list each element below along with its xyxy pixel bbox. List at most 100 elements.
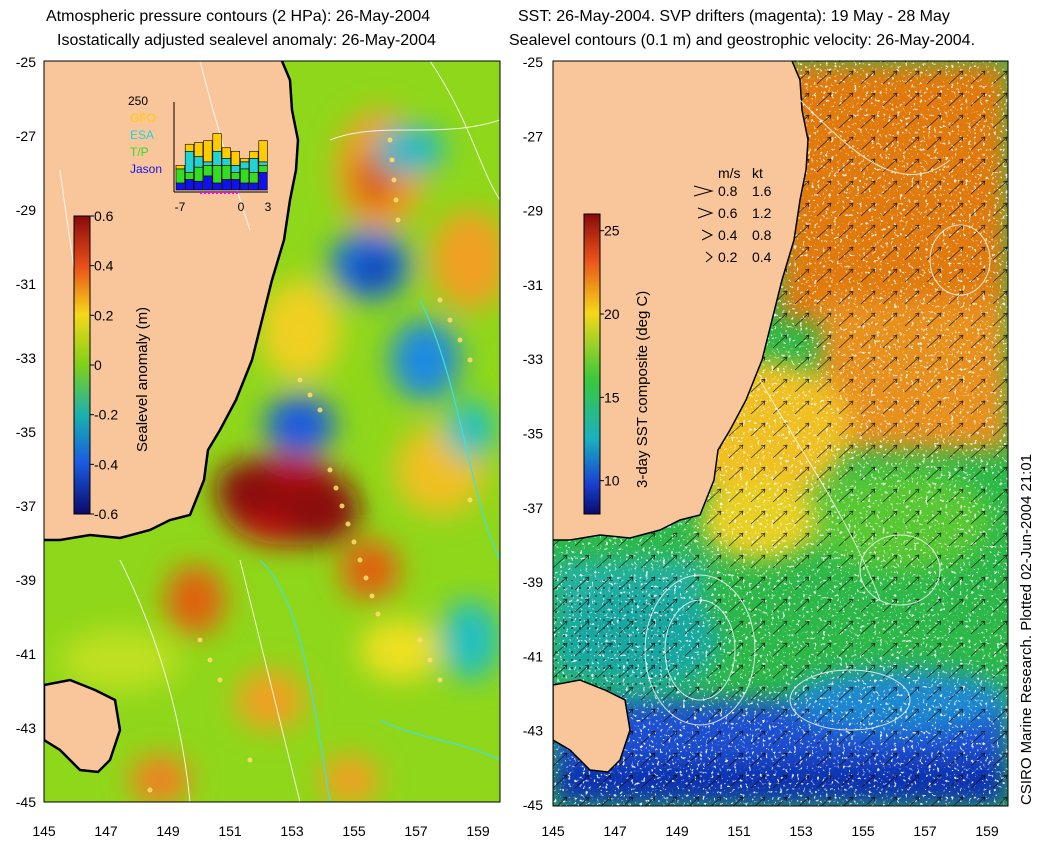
- inset-bar-segment: [221, 147, 231, 159]
- sealevel-colorbar-tick: 0.2: [94, 307, 114, 323]
- velocity-arrow-icon: [701, 229, 714, 241]
- left-lat-tick: -39: [16, 572, 36, 588]
- tasmania-land: [44, 678, 122, 774]
- right-lat-tick: -41: [523, 648, 543, 664]
- inset-bar-segment: [194, 156, 204, 168]
- inset-bar-segment: [203, 140, 213, 163]
- right-lat-tick: -25: [523, 54, 543, 70]
- sst-colorbar-tick: 10: [604, 473, 620, 489]
- inset-bar-segment: [194, 166, 204, 182]
- inset-bar-segment: [184, 143, 194, 152]
- inset-legend-jason: Jason: [130, 162, 162, 176]
- inset-bar-segment: [203, 165, 213, 177]
- inset-bar-segment: [230, 150, 240, 166]
- inset-bar-segment: [240, 161, 250, 170]
- inset-bar-segment: [194, 180, 204, 191]
- velocity-legend-header-ms: m/s: [718, 165, 741, 181]
- inset-bar-segment: [258, 172, 268, 191]
- right-lon-tick: 147: [603, 823, 627, 839]
- credit-text: CSIRO Marine Research. Plotted 02-Jun-20…: [1018, 453, 1035, 805]
- inset-bar-segment: [240, 168, 250, 184]
- inset-bar-segment: [175, 165, 185, 170]
- velocity-legend: m/s kt 0.8 1.6 0.6 1.2 0.4 0.8 0.2 0.4: [693, 165, 772, 265]
- left-lon-tick: 151: [218, 823, 242, 839]
- inset-bar-segment: [230, 165, 240, 173]
- sst-colorbar-tick: 20: [604, 306, 620, 322]
- right-lon-tick: 153: [789, 823, 813, 839]
- left-lon-tick: 159: [466, 823, 490, 839]
- inset-bar-segment: [230, 172, 240, 180]
- sealevel-colorbar-tick: -0.2: [94, 407, 118, 423]
- inset-bar-segment: [221, 165, 231, 180]
- inset-bar-segment: [258, 140, 268, 163]
- velocity-legend-ms: 0.8: [718, 183, 738, 199]
- inset-bar-segment: [249, 182, 259, 191]
- velocity-legend-kt: 1.2: [752, 205, 772, 221]
- inset-bar-segment: [230, 179, 240, 191]
- velocity-legend-kt: 0.4: [752, 249, 772, 265]
- inset-bar-segment: [175, 168, 185, 184]
- right-map: 25 20 15 10 m/s kt 0.8 1.6 0.6 1.2 0.4 0.8 0.2 0.4…: [523, 54, 1009, 839]
- australia-land-right: [553, 61, 808, 540]
- right-lat-tick: -35: [523, 426, 543, 442]
- right-lon-tick: 157: [913, 823, 937, 839]
- left-lon-tick: 155: [342, 823, 366, 839]
- right-lat-tick: -27: [523, 128, 543, 144]
- left-lat-tick: -29: [16, 202, 36, 218]
- left-lat-tick: -27: [16, 128, 36, 144]
- sealevel-contours: [644, 99, 991, 731]
- left-lat-tick: -43: [16, 720, 36, 736]
- right-lat-tick: -37: [523, 500, 543, 516]
- velocity-arrow-icon: [697, 207, 714, 219]
- right-lon-tick: 159: [975, 823, 999, 839]
- velocity-arrow-icon: [693, 185, 714, 197]
- right-lon-tick: 151: [727, 823, 751, 839]
- velocity-arrow-icon: [705, 251, 713, 263]
- left-title-line2: Isostatically adjusted sealevel anomaly:…: [57, 32, 436, 49]
- sealevel-colorbar-tick: 0.4: [94, 258, 114, 274]
- inset-bar-segment: [203, 161, 213, 166]
- tasmania-land-right: [553, 679, 631, 773]
- velocity-legend-header-kt: kt: [752, 165, 763, 181]
- inset-legend-tp: T/P: [130, 145, 149, 159]
- left-map: 0.6 0.4 0.2 0 -0.2 -0.4 -0.6 250 GFO ESA T/P Jaso…: [16, 54, 501, 839]
- inset-bar-segment: [194, 142, 204, 157]
- left-lon-tick: 149: [156, 823, 180, 839]
- left-lat-tick: -33: [16, 350, 36, 366]
- velocity-legend-kt: 1.6: [752, 183, 772, 199]
- inset-bar-segment: [175, 182, 185, 191]
- inset-bar-segment: [203, 175, 213, 191]
- sealevel-colorbar-tick: -0.6: [94, 506, 118, 522]
- inset-bar-segment: [212, 133, 222, 152]
- sealevel-colorbar-tick: -0.4: [94, 456, 118, 472]
- sealevel-colorbar-tick: 0: [94, 357, 102, 373]
- inset-bar-segment: [249, 158, 259, 173]
- right-lat-tick: -43: [523, 723, 543, 739]
- velocity-legend-kt: 0.8: [752, 227, 772, 243]
- inset-bar-segment: [212, 150, 222, 166]
- right-lat-tick: -39: [523, 574, 543, 590]
- right-lon-tick: 145: [541, 823, 565, 839]
- inset-ymax-label: 250: [128, 94, 148, 108]
- inset-bar-segment: [184, 179, 194, 191]
- left-lat-tick: -45: [16, 794, 36, 810]
- right-map-frame: [552, 60, 1009, 807]
- inset-xtick: 0: [238, 200, 245, 214]
- velocity-legend-ms: 0.6: [718, 205, 738, 221]
- sst-colorbar-label: 3-day SST composite (deg C): [634, 290, 651, 488]
- sealevel-colorbar-label: Sealevel anomaly (m): [134, 306, 151, 452]
- inset-bar-segment: [221, 158, 231, 166]
- sealevel-colorbar-tick: 0.6: [94, 208, 114, 224]
- left-title-line1: Atmospheric pressure contours (2 HPa): 2…: [46, 8, 431, 25]
- right-lat-tick: -31: [523, 277, 543, 293]
- right-lat-tick: -33: [523, 351, 543, 367]
- inset-xtick: 3: [265, 200, 272, 214]
- inset-bar-segment: [221, 179, 231, 191]
- inset-bar-segment: [258, 165, 268, 173]
- left-lat-tick: -25: [16, 54, 36, 70]
- left-lon-tick: 147: [94, 823, 118, 839]
- inset-bar-segment: [249, 150, 259, 159]
- left-lat-tick: -31: [16, 276, 36, 292]
- velocity-legend-ms: 0.2: [718, 249, 738, 265]
- left-lon-tick: 157: [404, 823, 428, 839]
